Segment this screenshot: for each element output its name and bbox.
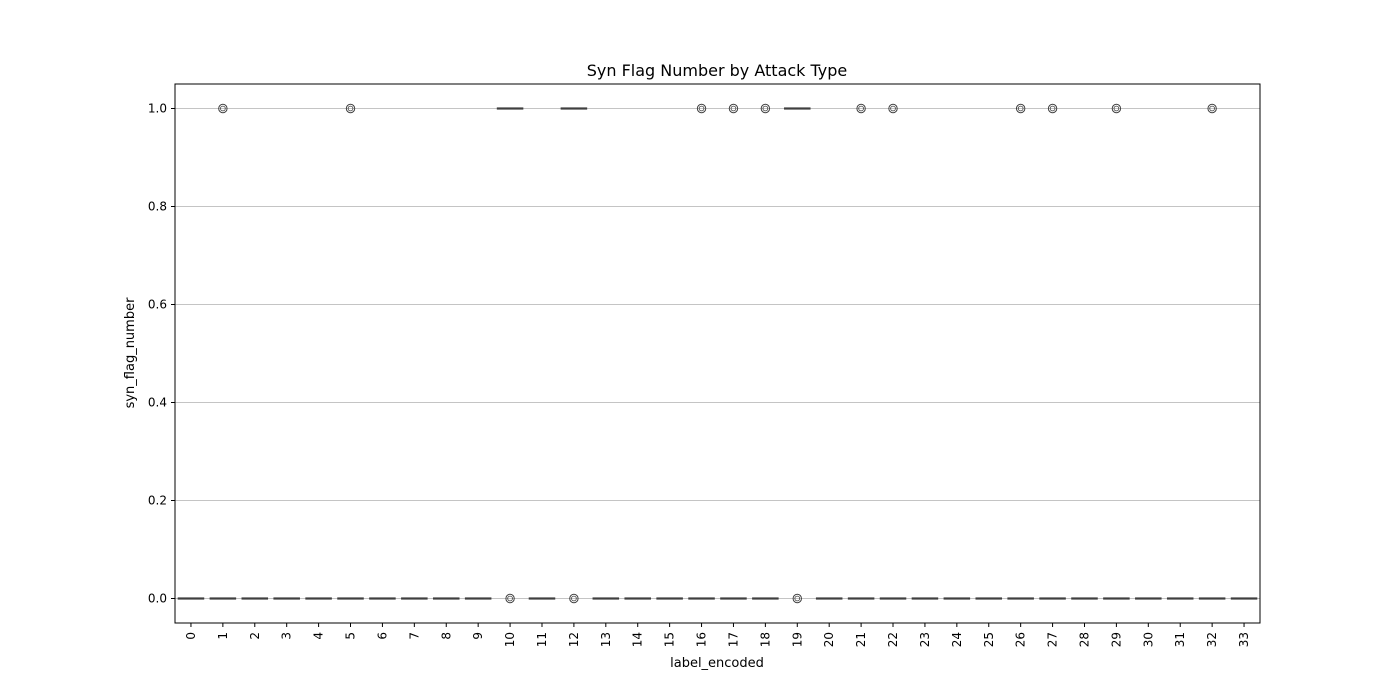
y-tick-label: 0.4: [148, 396, 167, 410]
x-tick-label: 6: [375, 632, 389, 640]
outlier-point: [888, 103, 898, 114]
x-tick-label: 26: [1014, 632, 1028, 647]
outlier-point: [505, 593, 515, 604]
x-tick-label: 9: [471, 632, 485, 640]
outlier-point: [698, 105, 705, 112]
y-axis-ticks: 0.0 0.2 0.4 0.6 0.8 1.0: [148, 102, 175, 606]
outlier-point: [1113, 105, 1120, 112]
x-tick-label: 27: [1046, 632, 1060, 647]
y-axis-label: syn_flag_number: [123, 297, 138, 409]
outlier-point: [728, 103, 739, 114]
outlier-point: [792, 593, 802, 604]
x-axis-label: label_encoded: [670, 656, 764, 671]
x-tick-label: 31: [1173, 632, 1187, 647]
outlier-point: [1017, 105, 1024, 112]
outlier-point: [218, 103, 228, 114]
x-tick-label: 22: [886, 632, 900, 647]
x-tick-label: 33: [1237, 632, 1251, 647]
x-tick-label: 25: [982, 632, 996, 647]
x-tick-label: 15: [663, 632, 677, 647]
outlier-point: [569, 593, 579, 604]
x-tick-label: 8: [439, 632, 453, 640]
x-tick-label: 1: [216, 632, 230, 640]
outlier-point: [1047, 103, 1058, 114]
y-tick-label: 1.0: [148, 102, 167, 116]
outlier-point: [1049, 105, 1056, 112]
outlier-point: [858, 105, 864, 112]
x-tick-label: 32: [1205, 632, 1219, 647]
x-axis-ticks: 0 1 2 3 4 5 6 7 8 9 10 11 12 13 14 15 16 17 18 19 20 21 22 23 24…: [184, 623, 1251, 647]
outlier-point: [347, 105, 354, 112]
x-tick-label: 7: [407, 632, 421, 640]
chart-title: Syn Flag Number by Attack Type: [587, 61, 848, 80]
x-tick-label: 13: [599, 632, 613, 647]
outlier-point: [571, 595, 577, 602]
x-tick-label: 10: [503, 632, 517, 647]
x-tick-label: 3: [280, 632, 294, 640]
x-tick-label: 16: [695, 632, 709, 647]
x-tick-label: 24: [950, 632, 964, 647]
y-tick-label: 0.0: [148, 592, 167, 606]
x-tick-label: 23: [918, 632, 932, 647]
grid-lines: [175, 108, 1260, 599]
x-tick-label: 12: [567, 632, 581, 647]
y-tick-label: 0.6: [148, 298, 167, 312]
x-tick-label: 2: [248, 632, 262, 640]
outlier-point: [696, 103, 707, 114]
outlier-point: [794, 595, 801, 602]
outlier-point: [220, 105, 226, 112]
outlier-point: [1015, 103, 1026, 114]
y-tick-label: 0.2: [148, 494, 167, 508]
x-tick-label: 17: [726, 632, 740, 647]
outliers: [218, 103, 1217, 604]
outlier-point: [856, 103, 866, 114]
outlier-point: [730, 105, 737, 112]
x-tick-label: 4: [312, 632, 326, 640]
outlier-point: [1209, 105, 1215, 112]
x-tick-label: 5: [344, 632, 358, 640]
outlier-point: [760, 103, 771, 114]
outlier-point: [1207, 103, 1217, 114]
x-tick-label: 28: [1077, 632, 1091, 647]
plot-area-frame: [174, 83, 1261, 624]
x-tick-label: 14: [631, 632, 645, 647]
x-tick-label: 29: [1109, 632, 1123, 647]
x-tick-label: 20: [822, 632, 836, 647]
outlier-point: [762, 105, 769, 112]
outlier-point: [507, 595, 513, 602]
x-tick-label: 19: [790, 632, 804, 647]
outlier-point: [1111, 103, 1122, 114]
y-tick-label: 0.8: [148, 200, 167, 214]
x-tick-label: 18: [758, 632, 772, 647]
x-tick-label: 0: [184, 632, 198, 640]
x-tick-label: 11: [535, 632, 549, 647]
outlier-point: [890, 105, 896, 112]
outlier-point: [345, 103, 356, 114]
x-tick-label: 30: [1141, 632, 1155, 647]
boxes: [177, 107, 1258, 600]
x-tick-label: 21: [854, 632, 868, 647]
